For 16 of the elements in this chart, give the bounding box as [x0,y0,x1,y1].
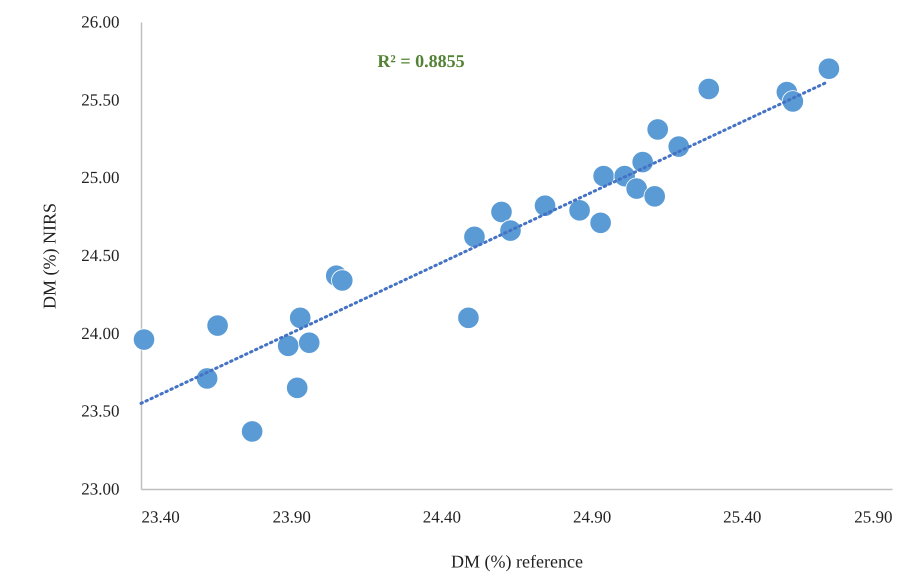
x-tick-label: 24.40 [422,508,462,526]
y-tick-label: 23.50 [81,402,120,421]
x-tick-label: 23.90 [272,508,311,526]
x-tick-label: 24.90 [572,508,612,526]
x-tick-label: 25.90 [854,508,892,526]
y-tick-label: 24.00 [81,324,120,343]
x-tick-label: 25.40 [723,508,762,526]
y-tick-label: 25.50 [81,90,120,110]
x-axis-title: DM (%) reference [451,552,583,572]
y-tick-label: 25.00 [81,168,120,188]
y-tick-label: 26.00 [81,12,120,32]
y-tick-label: 24.50 [81,246,120,265]
y-axis-title: DM (%) NIRS [39,203,60,309]
x-tick-label: 23.40 [142,508,180,526]
annotation: R² = 0.8855 [377,51,465,71]
y-tick-label: 23.00 [81,480,120,498]
